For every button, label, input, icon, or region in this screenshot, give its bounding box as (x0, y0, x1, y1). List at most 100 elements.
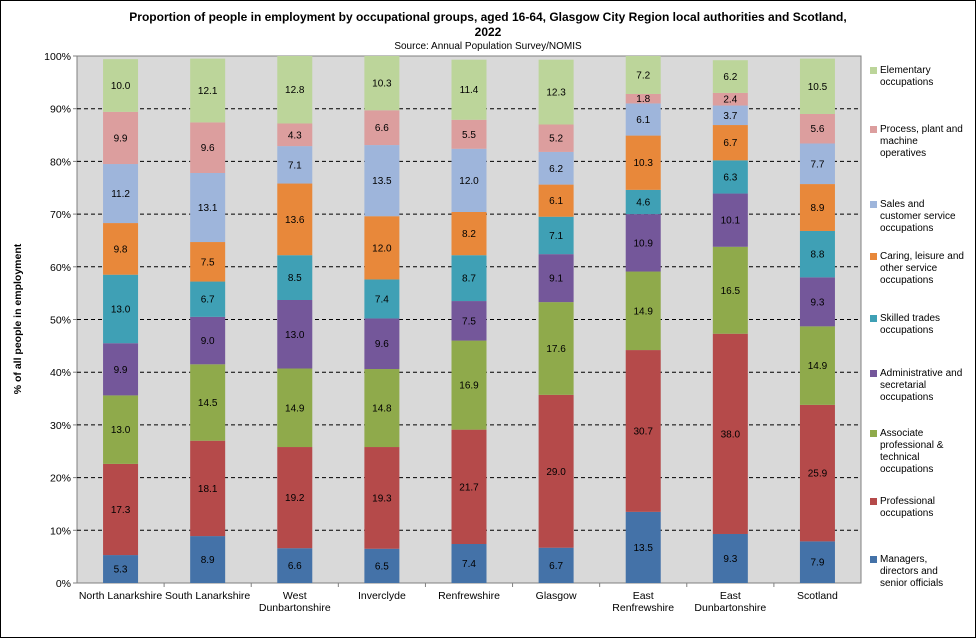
data-label: 7.9 (810, 558, 824, 569)
data-label: 10.0 (111, 81, 131, 92)
data-label: 7.2 (636, 70, 650, 81)
bar-segment (799, 326, 835, 405)
bar-segment (538, 302, 574, 395)
chart-title-line-1: Proportion of people in employment by oc… (129, 10, 846, 24)
bar-segment (364, 110, 400, 146)
bar-segment (451, 301, 487, 341)
bar-segment (103, 395, 139, 464)
data-label: 10.1 (721, 216, 741, 227)
bar-segment (190, 172, 226, 243)
bar-segment (799, 277, 835, 327)
data-label: 16.5 (721, 286, 741, 297)
bar-segment (277, 447, 313, 549)
legend-swatch (870, 498, 877, 505)
bar-segment (712, 125, 748, 161)
data-label: 13.5 (372, 176, 392, 187)
data-label: 7.5 (201, 257, 215, 268)
data-label: 7.4 (375, 294, 389, 305)
data-label: 13.6 (285, 215, 305, 226)
data-label: 1.8 (636, 94, 650, 105)
bar-segment (625, 350, 661, 512)
y-tick-label: 30% (50, 420, 71, 432)
bar-segment (103, 343, 139, 396)
bar-segment (538, 254, 574, 303)
data-label: 13.5 (633, 543, 653, 554)
data-label: 9.1 (549, 274, 563, 285)
data-label: 5.5 (462, 130, 476, 141)
data-label: 8.9 (810, 203, 824, 214)
y-axis-label: % of all people in employment (12, 243, 24, 394)
bar-segment (103, 463, 139, 556)
bar-segment (103, 274, 139, 344)
bar-segment (625, 271, 661, 351)
bar-segment (712, 60, 748, 93)
data-label: 9.0 (201, 336, 215, 347)
bar-segment (538, 547, 574, 583)
data-label: 21.7 (459, 482, 479, 493)
legend-label: occupations (880, 77, 933, 88)
data-label: 13.0 (285, 330, 305, 341)
legend-label: Skilled trades (880, 313, 940, 324)
data-label: 6.7 (201, 295, 215, 306)
data-label: 6.2 (549, 164, 563, 175)
data-label: 9.9 (114, 365, 128, 376)
data-label: 6.1 (549, 196, 563, 207)
legend-label: Associate (880, 428, 924, 439)
bar-segment (799, 230, 835, 278)
bar-segment (190, 281, 226, 317)
chart-title-line-2: 2022 (475, 25, 502, 39)
legend-label: occupations (880, 464, 933, 475)
y-tick-label: 70% (50, 209, 71, 221)
y-tick-label: 0% (56, 578, 71, 590)
data-label: 6.3 (723, 172, 737, 183)
legend-label: Caring, leisure and (880, 251, 964, 262)
data-label: 9.6 (201, 143, 215, 154)
bar-segment (625, 511, 661, 583)
bar-segment (625, 214, 661, 272)
legend-label: secretarial (880, 380, 926, 391)
data-label: 6.7 (549, 561, 563, 572)
data-label: 8.8 (810, 250, 824, 261)
bar-segment (103, 223, 139, 275)
bar-segment (625, 103, 661, 136)
data-label: 7.7 (810, 159, 824, 170)
chart-subtitle: Source: Annual Population Survey/NOMIS (394, 41, 582, 52)
legend-label: Elementary (880, 65, 931, 76)
data-label: 8.7 (462, 274, 476, 285)
data-label: 14.5 (198, 398, 218, 409)
bar-segment (712, 533, 748, 583)
bar-segment (277, 300, 313, 369)
data-label: 3.7 (723, 111, 737, 122)
data-label: 6.6 (375, 123, 389, 134)
data-label: 5.3 (114, 565, 128, 576)
data-label: 8.2 (462, 229, 476, 240)
data-label: 11.2 (111, 189, 130, 200)
bar-segment (103, 111, 139, 165)
bar-segment (277, 56, 313, 124)
legend-label: customer service (880, 211, 956, 222)
data-label: 4.6 (636, 197, 650, 208)
data-label: 16.9 (459, 381, 479, 392)
bar-segment (103, 555, 139, 583)
bar-segment (364, 369, 400, 448)
x-tick-label: Dunbartonshire (694, 602, 766, 614)
data-label: 13.0 (111, 304, 131, 315)
data-label: 6.1 (636, 115, 650, 126)
data-label: 7.4 (462, 559, 476, 570)
bar-segment (799, 58, 835, 114)
x-tick-label: Inverclyde (358, 590, 406, 602)
bar-segment (538, 151, 574, 185)
bar-segment (799, 404, 835, 542)
data-label: 7.5 (462, 316, 476, 327)
bar-segment (277, 183, 313, 256)
bar-segment (712, 333, 748, 534)
bar-segment (364, 56, 400, 111)
legend-label: machine (880, 136, 918, 147)
data-label: 13.0 (111, 425, 131, 436)
bar-segment (625, 189, 661, 215)
bar-segment (103, 59, 139, 112)
bar-segment (364, 216, 400, 280)
legend-label: Professional (880, 496, 935, 507)
data-label: 8.9 (201, 555, 215, 566)
